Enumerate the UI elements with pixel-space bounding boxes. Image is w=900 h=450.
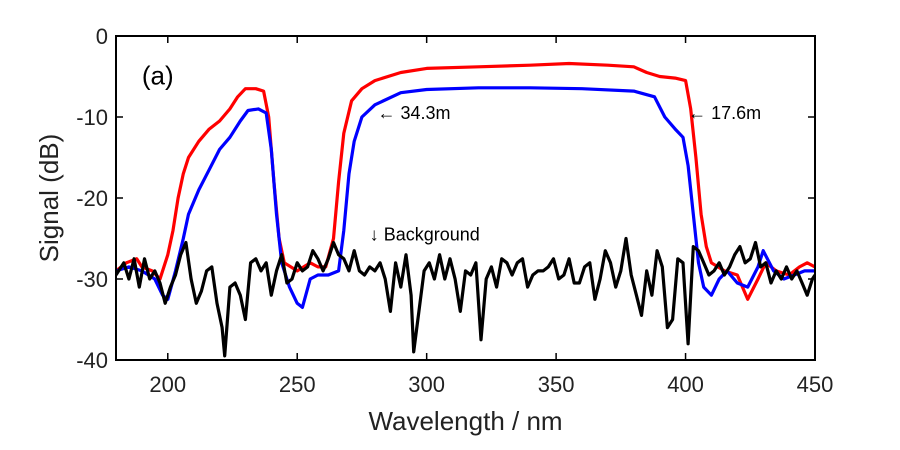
series-line-3 [116, 236, 815, 358]
x-axis-label: Wavelength / nm [368, 406, 562, 436]
plot-frame [115, 35, 816, 361]
y-tick-label: 0 [96, 24, 108, 49]
x-tick-label: 400 [667, 372, 704, 397]
x-tick-label: 250 [279, 372, 316, 397]
x-tick-label: 450 [797, 372, 834, 397]
series-line-1 [116, 61, 815, 301]
panel-label: (a) [142, 61, 174, 91]
y-tick-label: -40 [76, 348, 108, 373]
y-tick-label: -20 [76, 186, 108, 211]
x-tick-label: 300 [408, 372, 445, 397]
x-tick-label: 350 [538, 372, 575, 397]
annotation-layer: ← 34.3m ← 17.6m ↓ Background [370, 103, 761, 245]
y-tick-label: -10 [76, 105, 108, 130]
y-axis-label: Signal (dB) [34, 134, 64, 263]
annotation-label: ↓ Background [370, 224, 480, 244]
annotation-label: ← 17.6m [688, 103, 761, 123]
series-layer [116, 61, 815, 358]
annotation-label: ← 34.3m [377, 103, 450, 123]
x-axis-ticks: 200 250 300 350 400 450 [149, 36, 833, 397]
y-tick-label: -30 [76, 267, 108, 292]
y-axis-ticks: 0 -10 -20 -30 -40 [76, 24, 815, 373]
x-tick-label: 200 [149, 372, 186, 397]
